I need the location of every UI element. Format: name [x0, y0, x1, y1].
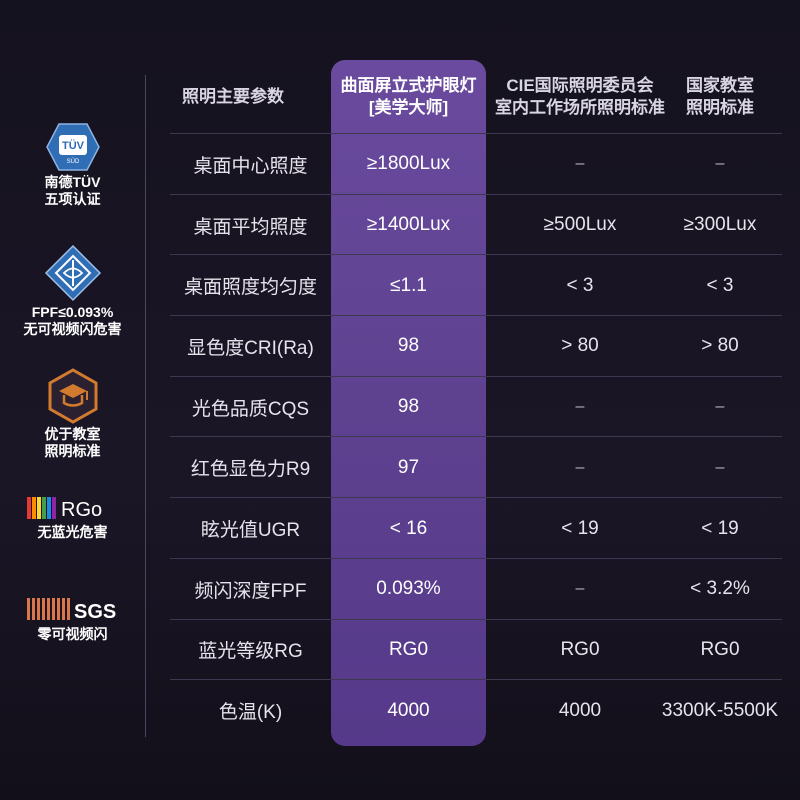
badge-classroom-label: 优于教室 照明标准 [44, 426, 101, 459]
row-national-value: – [715, 398, 725, 416]
row-product-value: RG0 [388, 638, 429, 660]
classroom-hexagon-icon [0, 368, 145, 424]
row-label: 桌面平均照度 [193, 216, 308, 238]
badge-rg0: RGo 无蓝光危害 [0, 494, 145, 541]
table-row: 显色度CRI(Ra) 98 > 80 > 80 [170, 316, 782, 377]
row-cie-value: > 80 [561, 335, 599, 357]
row-label: 桌面照度均匀度 [183, 277, 317, 299]
row-cie-value: – [575, 155, 585, 173]
divider [145, 75, 146, 737]
table-row: 蓝光等级RG RG0 RG0 RG0 [170, 620, 782, 681]
row-cie-value: ≥500Lux [543, 214, 617, 236]
rg0-logo-icon: RGo [0, 494, 145, 522]
badge-rg0-label: 无蓝光危害 [37, 524, 108, 540]
badge-fpf: FPF≤0.093% 无可视频闪危害 [0, 244, 145, 338]
table-row: 眩光值UGR < 16 < 19 < 19 [170, 498, 782, 559]
row-label: 色温(K) [218, 702, 283, 724]
row-cie-value: 4000 [558, 699, 602, 721]
header-parameter: 照明主要参数 [182, 87, 284, 106]
badge-classroom: 优于教室 照明标准 [0, 368, 145, 460]
header-national: 国家教室 照明标准 [686, 76, 754, 117]
svg-text:TÜV: TÜV [62, 139, 85, 152]
sgs-logo-icon: SGS [0, 594, 145, 624]
tuv-sud-icon: TÜV SÜD [0, 122, 145, 172]
table-row: 红色显色力R9 97 – – [170, 438, 782, 499]
row-national-value: ≥300Lux [683, 214, 757, 236]
row-national-value: < 19 [701, 517, 739, 539]
header-cie: CIE国际照明委员会 室内工作场所照明标准 [495, 76, 665, 117]
badge-tuv-label: 南德TÜV 五项认证 [44, 174, 101, 207]
row-label: 频闪深度FPF [194, 580, 307, 602]
row-product-value: 98 [397, 396, 420, 418]
row-national-value: < 3 [706, 274, 734, 296]
row-product-value: 97 [397, 456, 420, 478]
row-product-value: ≤1.1 [390, 274, 427, 296]
highlight-column [331, 60, 486, 746]
row-national-value: – [715, 458, 725, 476]
row-label: 蓝光等级RG [198, 641, 303, 663]
table-row: 桌面平均照度 ≥1400Lux ≥500Lux ≥300Lux [170, 195, 782, 256]
certification-badges: TÜV SÜD 南德TÜV 五项认证 FPF≤0.093% 无可视频闪危害 [0, 0, 145, 800]
row-label: 桌面中心照度 [193, 155, 308, 177]
row-national-value: RG0 [700, 638, 740, 660]
svg-text:SGS: SGS [74, 601, 116, 623]
row-product-value: 98 [397, 335, 420, 357]
badge-sgs: SGS 零可视频闪 [0, 594, 145, 643]
table-header: 照明主要参数 曲面屏立式护眼灯 [美学大师] CIE国际照明委员会 室内工作场所照明… [170, 60, 782, 134]
header-product: 曲面屏立式护眼灯 [美学大师] [340, 76, 477, 117]
row-label: 光色品质CQS [191, 398, 310, 420]
row-national-value: 3300K-5500K [661, 699, 779, 721]
table-row: 色温(K) 4000 4000 3300K-5500K [170, 680, 782, 741]
row-cie-value: – [575, 398, 585, 416]
table-row: 频闪深度FPF 0.093% – < 3.2% [170, 559, 782, 620]
table-row: 光色品质CQS 98 – – [170, 377, 782, 438]
row-national-value: – [715, 155, 725, 173]
row-cie-value: RG0 [560, 638, 600, 660]
row-label: 红色显色力R9 [190, 459, 311, 481]
badge-sgs-label: 零可视频闪 [37, 626, 108, 642]
row-product-value: 0.093% [376, 578, 441, 600]
row-label: 眩光值UGR [200, 520, 301, 542]
badge-tuv: TÜV SÜD 南德TÜV 五项认证 [0, 122, 145, 208]
row-product-value: 4000 [387, 699, 430, 721]
svg-text:SÜD: SÜD [66, 158, 79, 165]
row-cie-value: < 19 [561, 517, 599, 539]
row-cie-value: – [575, 458, 585, 476]
row-label: 显色度CRI(Ra) [187, 337, 314, 359]
table-row: 桌面中心照度 ≥1800Lux – – [170, 134, 782, 195]
row-product-value: ≥1800Lux [366, 153, 451, 175]
row-cie-value: < 3 [566, 274, 594, 296]
badge-fpf-label: FPF≤0.093% 无可视频闪危害 [23, 304, 122, 337]
table-row: 桌面照度均匀度 ≤1.1 < 3 < 3 [170, 255, 782, 317]
row-cie-value: – [575, 580, 585, 598]
row-national-value: < 3.2% [690, 578, 750, 600]
row-national-value: > 80 [701, 335, 739, 357]
svg-text:RGo: RGo [61, 499, 102, 521]
row-product-value: < 16 [389, 517, 428, 539]
fpf-diamond-icon [0, 244, 145, 302]
row-product-value: ≥1400Lux [366, 214, 451, 236]
